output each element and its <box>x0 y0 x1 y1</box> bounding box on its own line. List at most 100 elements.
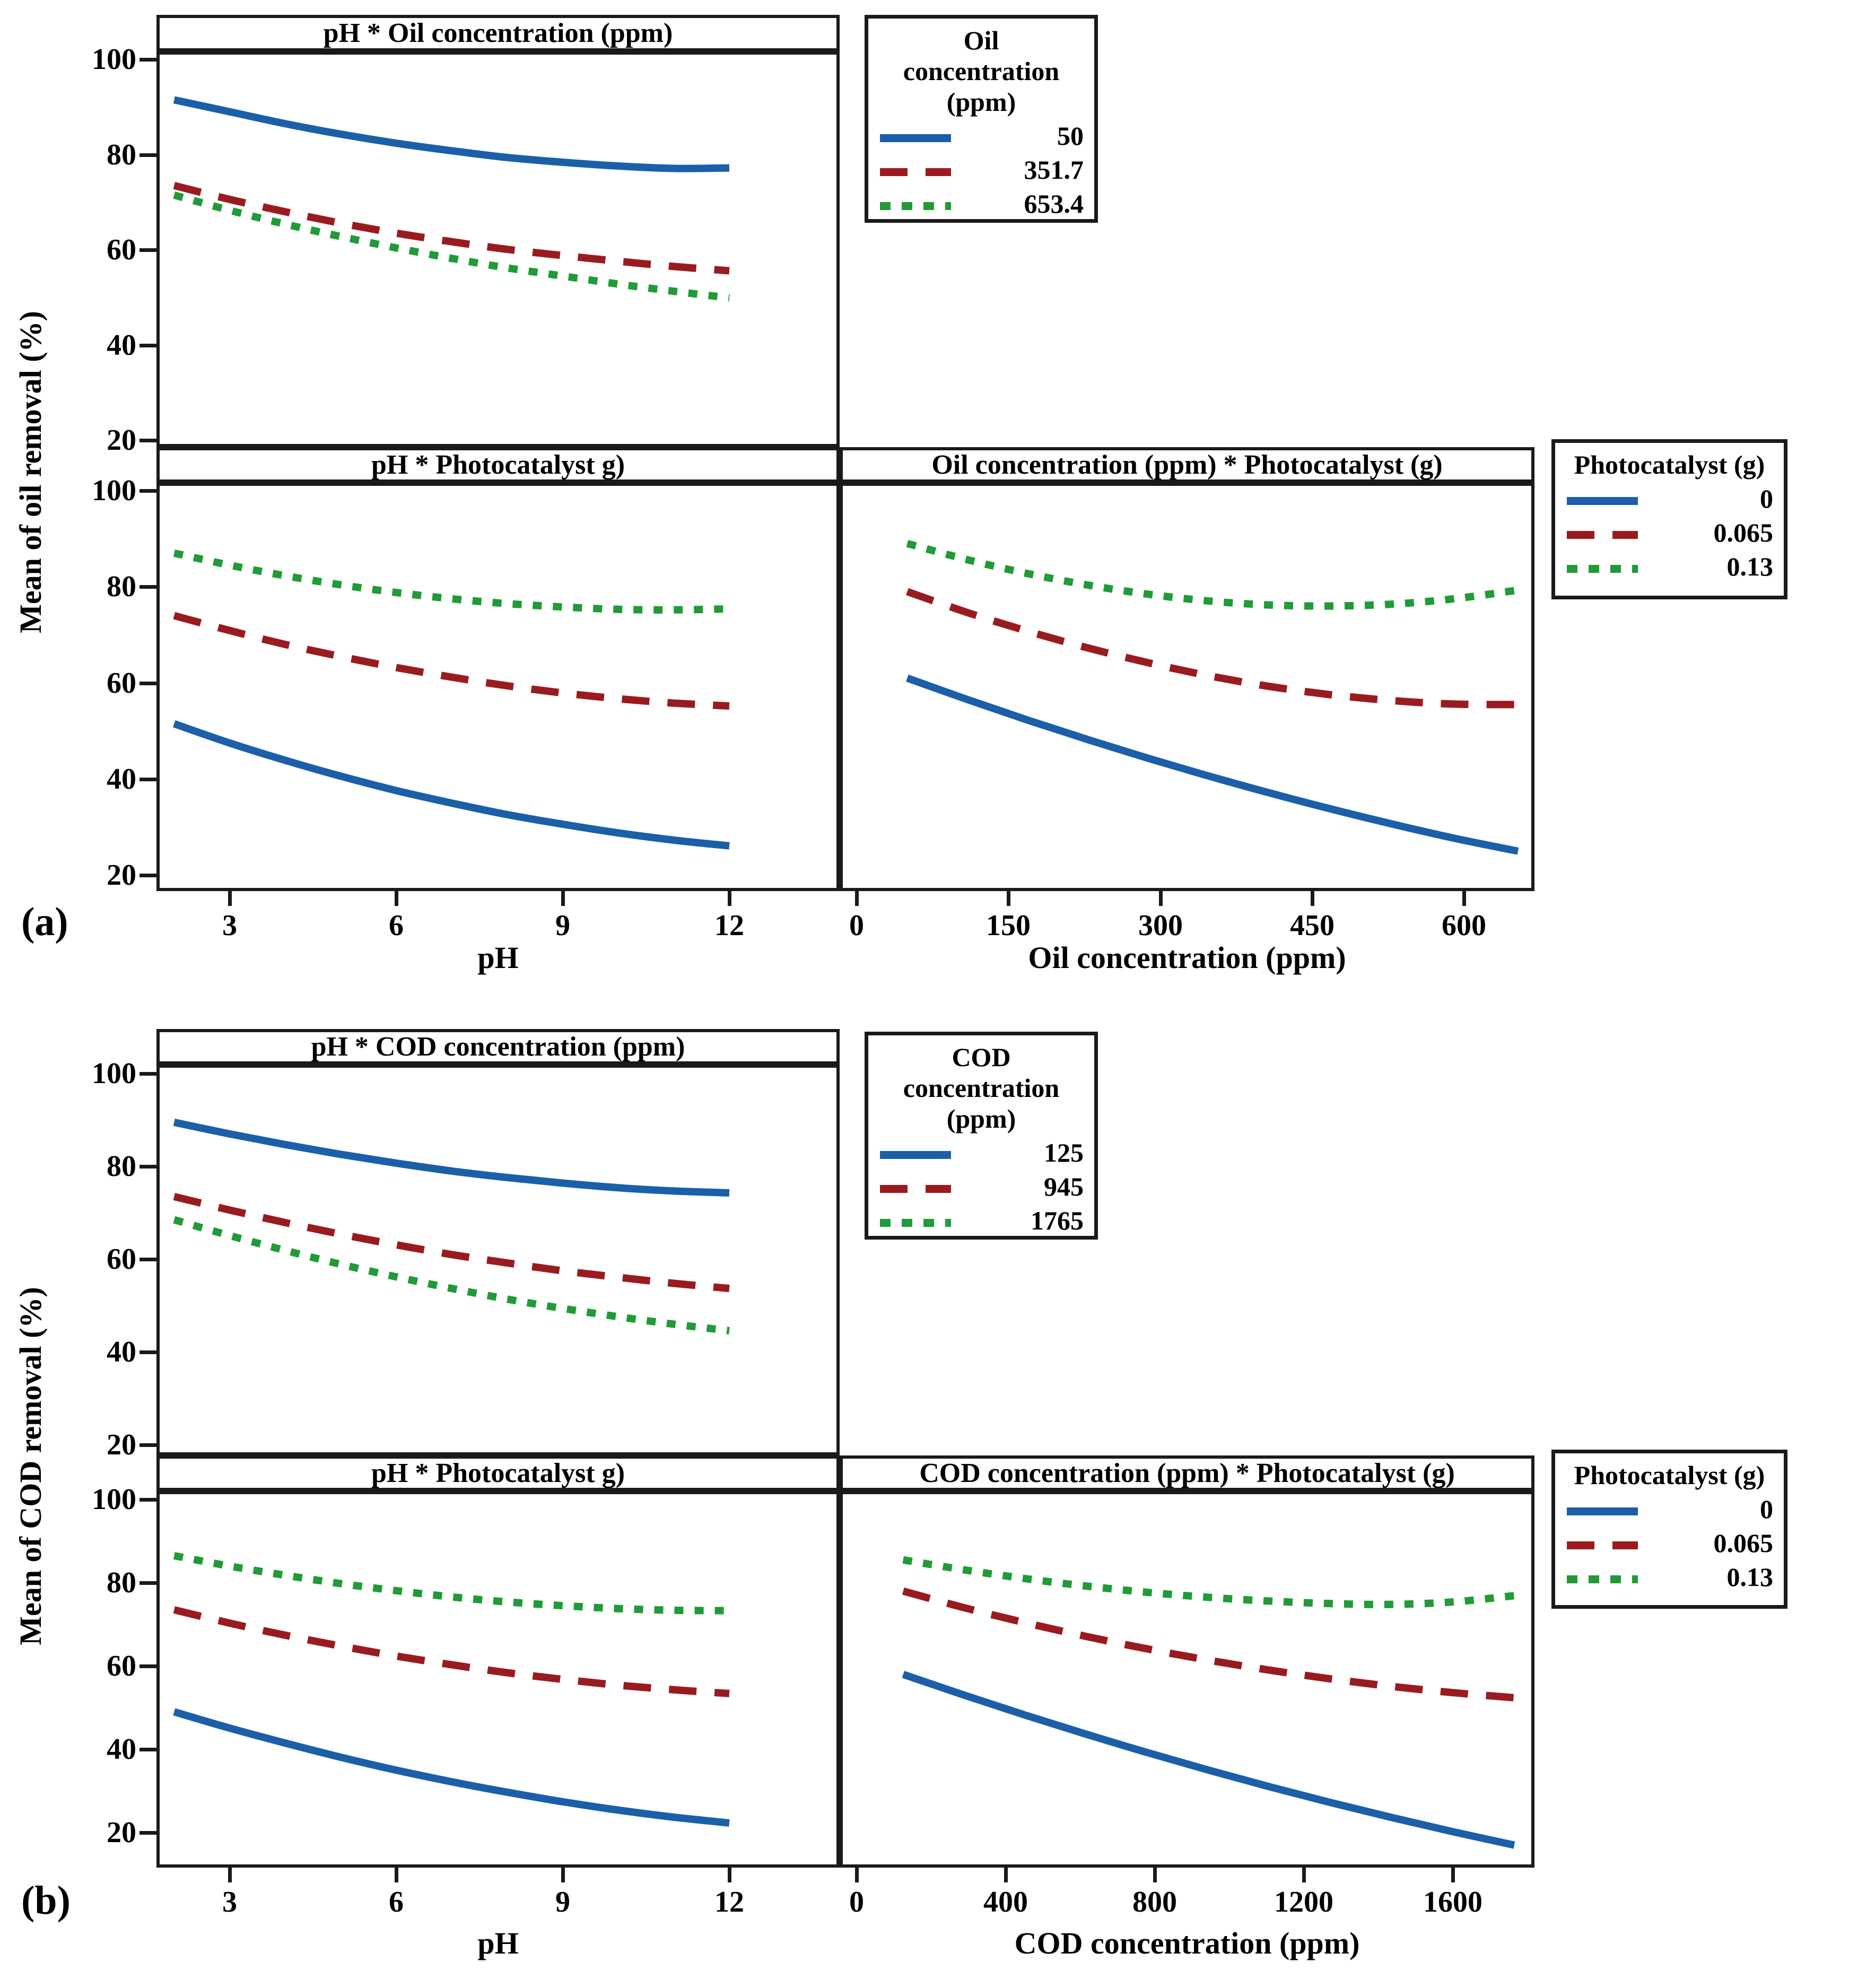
y-tick-mark <box>139 1258 156 1261</box>
panel-title-a-top-left: pH * Oil concentration (ppm) <box>156 15 840 51</box>
y-tick-label: 60 <box>107 233 136 266</box>
x-tick-label: 9 <box>555 1886 570 1919</box>
series-line-0.13 <box>173 549 730 614</box>
figure-label-b: (b) <box>21 1878 71 1923</box>
y-tick-label: 60 <box>107 1650 136 1682</box>
y-tick-label: 40 <box>107 1336 136 1368</box>
legend-value: 0 <box>1760 1494 1773 1524</box>
x-tick-label: 3 <box>222 909 237 942</box>
series-line-0.065 <box>902 1587 1515 1702</box>
x-tick-mark <box>395 1868 398 1882</box>
legend-line-green-dotted <box>1567 565 1638 573</box>
series-line-0.13 <box>902 1556 1515 1608</box>
x-axis-label-b-ph: pH <box>477 1926 519 1960</box>
y-tick-mark <box>139 153 156 157</box>
x-tick-label: 6 <box>389 909 404 942</box>
legend-value: 125 <box>1044 1138 1084 1167</box>
x-tick-mark <box>561 891 565 906</box>
x-axis-label-a-ph: pH <box>477 940 519 975</box>
legend-a-photocatalyst: Photocatalyst (g) 0 0.065 0.13 <box>1551 439 1787 599</box>
series-line-50 <box>173 96 730 172</box>
y-tick-mark <box>139 1581 156 1585</box>
y-tick-label: 40 <box>107 1733 136 1766</box>
x-tick-label: 3 <box>222 1886 237 1919</box>
legend-line-blue-solid <box>880 1151 951 1159</box>
x-tick-mark <box>728 891 731 906</box>
y-tick-label: 20 <box>107 1428 136 1461</box>
series-line-0 <box>173 1708 730 1827</box>
x-tick-label: 300 <box>1138 909 1183 942</box>
x-tick-label: 1600 <box>1423 1886 1482 1919</box>
legend-value: 351.7 <box>1024 155 1084 185</box>
y-tick-mark <box>139 1165 156 1169</box>
panel-title-text: pH * Oil concentration (ppm) <box>323 18 673 48</box>
legend-value: 50 <box>1057 121 1084 151</box>
legend-value: 1765 <box>1031 1206 1084 1235</box>
legend-entry: 351.7 <box>868 154 1094 188</box>
y-tick-label: 100 <box>92 1483 136 1516</box>
x-tick-mark <box>395 891 398 906</box>
y-axis-label-b: Mean of COD removal (%) <box>13 1287 48 1645</box>
series-line-351.7 <box>173 182 730 275</box>
legend-entry: 0.13 <box>1555 1562 1784 1595</box>
legend-line-red-dashed <box>1567 531 1638 539</box>
legend-value: 0.13 <box>1726 552 1774 581</box>
legend-value: 0.065 <box>1713 1528 1774 1558</box>
legend-entry: 653.4 <box>868 188 1094 222</box>
y-tick-mark <box>139 778 156 781</box>
y-tick-mark <box>139 1443 156 1447</box>
series-line-0 <box>172 720 730 850</box>
panel-title-text: pH * Photocatalyst g) <box>371 1458 625 1488</box>
series-line-653.4 <box>173 191 730 302</box>
plot-b-bottom-right <box>902 1556 1515 1849</box>
panel-title-b-top-left: pH * COD concentration (ppm) <box>156 1029 840 1065</box>
legend-line-blue-solid <box>1567 497 1638 505</box>
legend-line-red-dashed <box>880 1185 951 1193</box>
series-line-0 <box>902 1671 1515 1849</box>
legend-b-concentration: COD concentration (ppm) 125 945 1765 <box>865 1032 1098 1240</box>
x-tick-label: 600 <box>1442 909 1486 942</box>
panel-title-b-bottom-right: COD concentration (ppm) * Photocatalyst … <box>840 1455 1534 1491</box>
x-tick-mark <box>561 1868 565 1882</box>
legend-entry: 945 <box>868 1171 1094 1205</box>
x-tick-mark <box>1462 891 1466 906</box>
legend-value: 0.13 <box>1726 1562 1774 1592</box>
y-tick-mark <box>139 439 156 442</box>
y-tick-mark <box>139 344 156 347</box>
legend-entry: 125 <box>868 1137 1094 1171</box>
y-tick-label: 20 <box>107 1816 136 1849</box>
series-line-0.13 <box>906 539 1519 610</box>
legend-a-concentration: Oil concentration (ppm) 50 351.7 653.4 <box>865 15 1098 223</box>
y-tick-label: 80 <box>107 138 136 171</box>
x-tick-label: 450 <box>1290 909 1335 942</box>
x-tick-mark <box>228 891 232 906</box>
series-line-125 <box>173 1119 730 1197</box>
x-tick-label: 9 <box>555 909 570 942</box>
series-line-0.065 <box>173 612 730 710</box>
x-tick-mark <box>1153 1868 1157 1882</box>
y-tick-label: 80 <box>107 1150 136 1183</box>
panel-title-a-bottom-right: Oil concentration (ppm) * Photocatalyst … <box>840 447 1534 483</box>
legend-value: 945 <box>1044 1172 1084 1201</box>
legend-line-blue-solid <box>1567 1507 1638 1515</box>
legend-title: Oil concentration (ppm) <box>903 25 1060 117</box>
y-tick-mark <box>139 1350 156 1354</box>
y-tick-mark <box>139 585 156 589</box>
legend-title: Photocatalyst (g) <box>1574 1460 1765 1490</box>
legend-entry: 0 <box>1555 1494 1784 1528</box>
y-tick-mark <box>139 1498 156 1502</box>
legend-line-blue-solid <box>880 134 951 142</box>
x-tick-label: 150 <box>986 909 1031 942</box>
x-tick-label: 400 <box>983 1886 1028 1919</box>
x-tick-label: 0 <box>849 1886 864 1919</box>
legend-line-green-dotted <box>880 1219 951 1227</box>
panel-title-text: pH * COD concentration (ppm) <box>311 1032 685 1062</box>
y-tick-label: 100 <box>92 474 136 507</box>
y-tick-label: 100 <box>92 43 136 76</box>
series-line-0 <box>906 674 1519 855</box>
x-tick-label: 0 <box>849 909 864 942</box>
series-line-945 <box>173 1193 730 1293</box>
y-tick-label: 80 <box>107 1566 136 1599</box>
legend-entry: 50 <box>868 120 1094 154</box>
